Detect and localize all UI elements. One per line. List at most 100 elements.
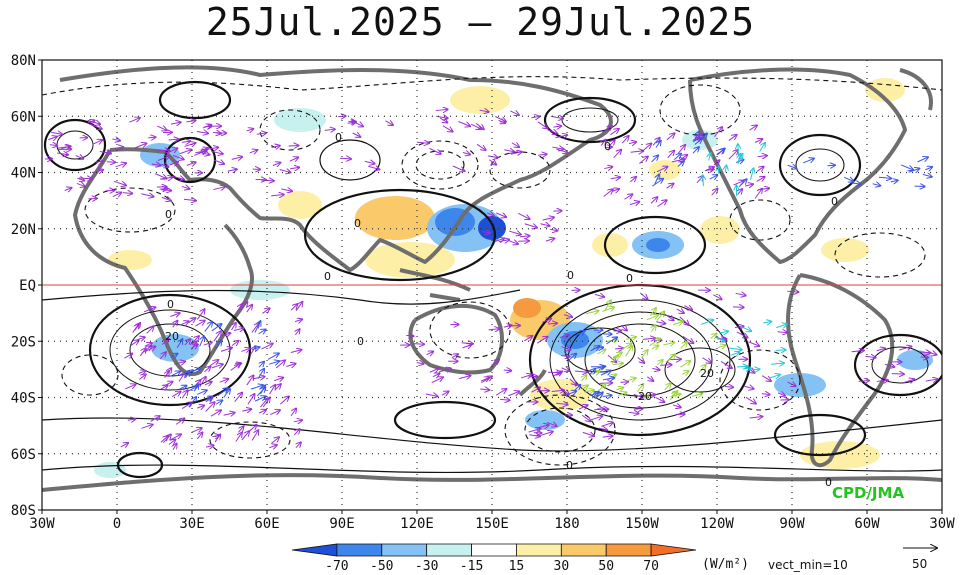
wind-vector-arrow (625, 346, 633, 357)
wind-vector-arrow (262, 308, 269, 314)
wind-vector-arrow (221, 333, 230, 336)
contour-label: 0 (324, 270, 331, 283)
wind-vector-arrow (738, 189, 743, 195)
wind-vector-arrow (170, 122, 181, 124)
wind-vector-arrow (677, 161, 684, 167)
wind-vector-arrow (246, 305, 252, 313)
wind-vector-arrow (246, 129, 254, 131)
longitude-tick-label: 30E (179, 516, 204, 532)
colorbar-swatch (605, 543, 652, 557)
wind-vector-arrow (429, 147, 440, 153)
wind-vector-arrow (709, 153, 711, 161)
wind-vector-arrow (496, 213, 506, 217)
wind-vector-arrow (561, 388, 569, 395)
wind-vector-arrow (724, 387, 733, 388)
wind-vector-arrow (763, 321, 771, 323)
wind-vector-arrow (196, 131, 208, 133)
wind-vector-arrow (290, 304, 297, 311)
latitude-axis: 80N 60N 40N 20N EQ 20S 40S 60S 80S (11, 53, 42, 519)
wind-vector-arrow (157, 156, 169, 161)
wind-vector-arrow (176, 339, 182, 349)
wind-vector-arrow (293, 420, 302, 422)
vect-min-label: vect_min=10 (768, 558, 848, 572)
wind-vector-arrow (775, 350, 786, 351)
wind-vector-arrow (165, 371, 169, 378)
wind-vector-arrow (75, 156, 83, 159)
wind-vector-arrow (202, 125, 211, 128)
wind-vector-arrow (890, 180, 898, 181)
colorbar-swatch (471, 543, 517, 557)
wind-vector-arrow (138, 371, 146, 374)
wind-vector-arrow (352, 133, 361, 137)
wind-vector-arrow (435, 109, 448, 110)
wind-vector-arrow (212, 132, 221, 133)
wind-vector-arrow (95, 161, 103, 162)
latitude-tick-label: 20N (11, 222, 36, 238)
wind-vector-arrow (235, 433, 242, 442)
wind-vector-arrow (585, 311, 599, 314)
wind-vector-arrow (294, 319, 302, 321)
wind-vector-arrow (270, 437, 279, 444)
wind-vector-arrow (416, 362, 424, 363)
wind-vector-arrow (261, 344, 272, 350)
wind-vector-arrow (582, 432, 594, 436)
wind-vector-arrow (728, 150, 738, 160)
wind-vector-arrow (680, 342, 688, 349)
latitude-tick-label: 40N (11, 166, 36, 182)
contour-label: 0 (604, 140, 611, 153)
wind-vector-arrow (204, 322, 212, 332)
wind-vector-arrow (747, 369, 760, 370)
longitude-tick-label: 180 (554, 516, 579, 532)
wind-vector-arrow (385, 121, 393, 125)
wind-vector-arrow (684, 306, 692, 310)
wind-vector-arrow (511, 143, 519, 147)
latitude-tick-label: 80N (11, 53, 36, 69)
wind-vector-arrow (612, 363, 623, 365)
wind-vector-arrow (92, 140, 103, 145)
wind-vector-arrow (168, 440, 175, 445)
wind-vector-arrow (677, 145, 685, 154)
wind-vector-arrow (637, 384, 643, 393)
latitude-tick-label: 60N (11, 109, 36, 125)
colorbar-tick-label: -50 (370, 559, 393, 574)
wind-vector-arrow (438, 368, 451, 372)
wind-vector-arrow (666, 184, 674, 189)
wind-vector-arrow (124, 354, 132, 359)
wind-vector-arrow (488, 329, 500, 330)
wind-vector-arrow (666, 133, 675, 141)
wind-vector-arrow (269, 385, 276, 395)
wind-vector-arrow (654, 174, 659, 185)
wind-vector-arrow (575, 331, 585, 337)
longitude-tick-label: 120W (700, 516, 734, 532)
wind-vector-arrow (364, 161, 375, 163)
wind-vector-arrow (540, 224, 549, 226)
wind-vector-arrow (441, 391, 449, 395)
wind-vector-arrow (503, 370, 511, 371)
wind-vector-arrow (174, 361, 185, 364)
wind-vector-arrow (665, 354, 676, 363)
wind-vector-arrow (701, 320, 713, 325)
wind-vector-arrow (652, 368, 659, 370)
contour-label: 20 (700, 367, 714, 380)
wind-vector-arrow (549, 229, 557, 230)
wind-vector-arrow (901, 164, 913, 170)
wind-vector-arrow (99, 151, 111, 153)
wind-vector-arrow (51, 132, 62, 134)
wind-vector-arrow (709, 175, 718, 179)
wind-vector-arrow (340, 158, 351, 159)
wind-vector-arrow (173, 321, 178, 328)
wind-vector-arrow (197, 390, 206, 394)
wind-vector-arrow (672, 405, 681, 407)
wind-vector-arrow (442, 125, 453, 132)
wind-vector-arrow (186, 371, 190, 379)
wind-vector-arrow (843, 177, 853, 181)
latitude-tick-label: 40S (11, 391, 36, 407)
wind-vector-arrow (748, 341, 759, 346)
wind-vector-arrow (827, 165, 834, 166)
wind-vector-arrow (604, 167, 612, 169)
wind-vector-arrow (197, 433, 202, 440)
wind-vector-arrow (596, 366, 605, 368)
wind-vector-arrow (656, 141, 661, 148)
wind-vector-arrow (257, 369, 264, 379)
wind-vector-arrow (204, 382, 212, 385)
